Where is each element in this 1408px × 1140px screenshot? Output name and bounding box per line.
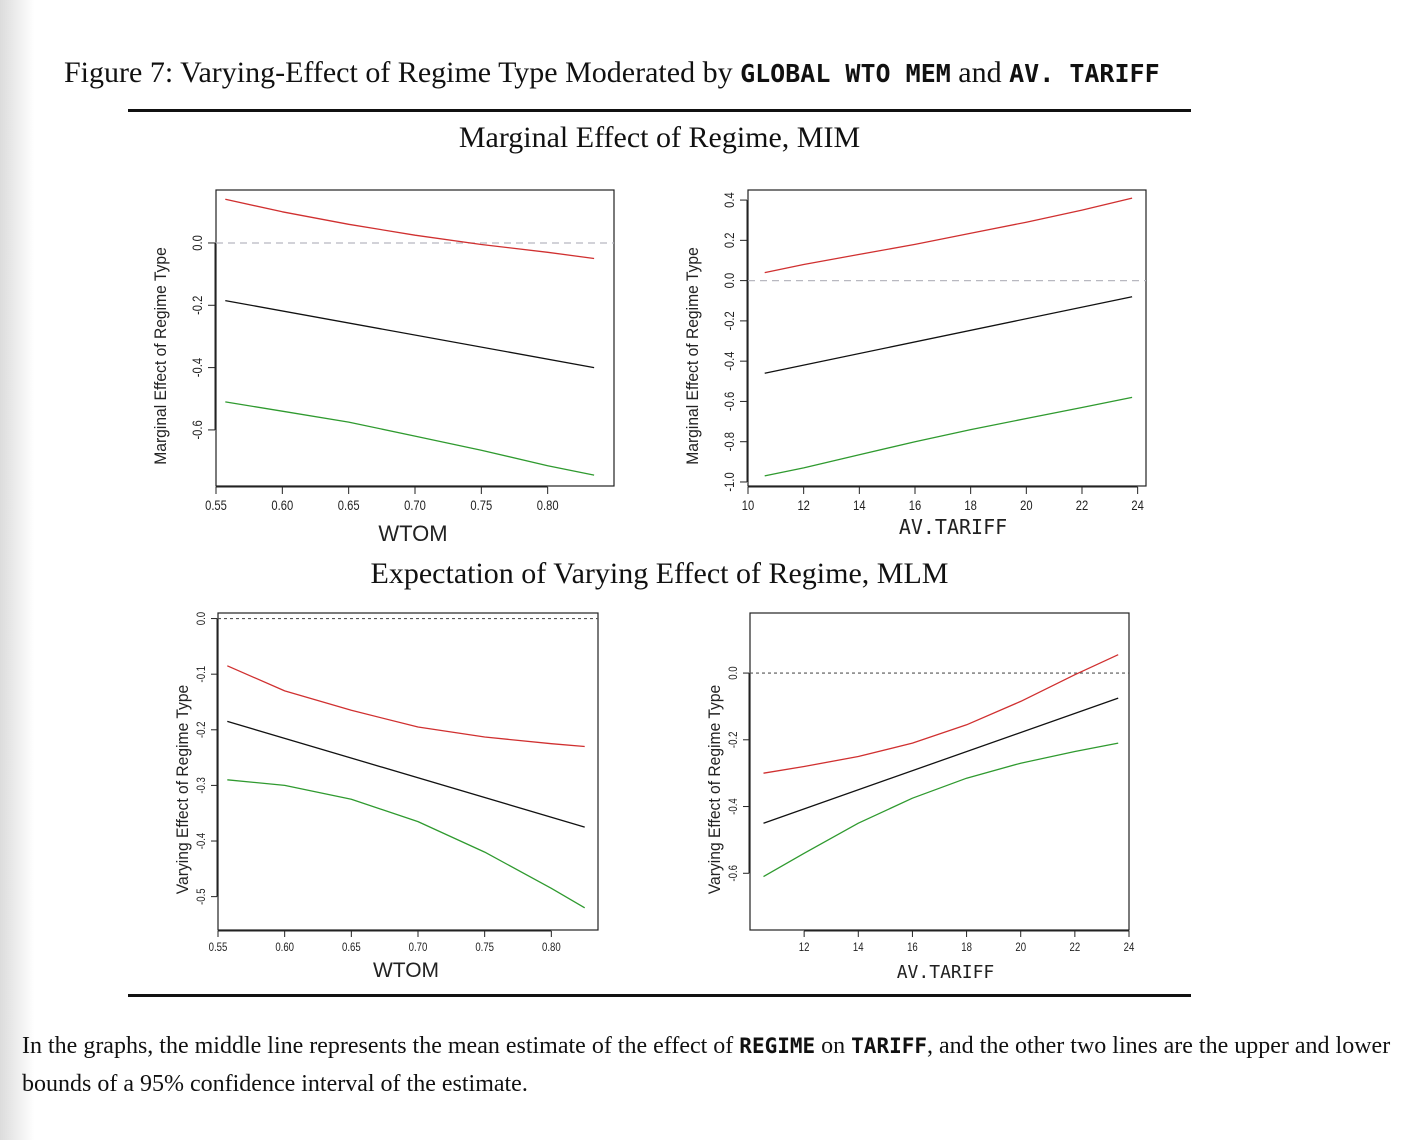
plot4-x-tick-label: 18 <box>961 941 972 954</box>
figure-plots: 0.55 0.60 0.65 0.70 0.75 0.80 -0.6 -0.4 -0.2 0.0 W… <box>151 189 1147 983</box>
plot4-lower-line <box>763 742 1119 878</box>
plot1-x-tick-label: 0.65 <box>338 498 360 513</box>
plot4-x-tick-label: 22 <box>1070 941 1081 954</box>
plot2-x-tick-label: 14 <box>853 498 865 513</box>
plot2-y-axis-label: Marginal Effect of Regime Type <box>683 247 702 465</box>
caption-variable-tariff: AV. TARIFF <box>1009 59 1160 88</box>
caption-conjunction: and <box>950 56 1010 89</box>
plot2-lower-line <box>764 396 1133 477</box>
plot1-x-tick-label: 0.55 <box>205 498 227 513</box>
plot3-y-tick-label: -0.3 <box>195 777 208 794</box>
plot4-y-axis-label: Varying Effect of Regime Type <box>705 685 724 894</box>
plot3-y-tick-label: -0.4 <box>195 833 208 850</box>
plot3-x-tick-label: 0.70 <box>409 941 428 954</box>
plot3-frame <box>217 612 599 931</box>
plot2-y-tick-label: -1.0 <box>722 472 737 491</box>
bottom-rule <box>128 994 1191 997</box>
plot4-y-tick-label: -0.2 <box>727 732 740 749</box>
plot1-y-axis-label: Marginal Effect of Regime Type <box>151 247 170 465</box>
plot2-y-tick-label: 0.0 <box>722 273 737 289</box>
plot4-x-tick-label: 14 <box>853 941 864 954</box>
plot2-x-tick-label: 20 <box>1020 498 1032 513</box>
plot3-upper-line <box>227 665 585 748</box>
plot4-x-tick-label: 24 <box>1124 941 1135 954</box>
plot3-y-tick-label: -0.1 <box>195 666 208 683</box>
plot3-x-tick-label: 0.80 <box>542 941 561 954</box>
plot4-x-tick-label: 16 <box>907 941 918 954</box>
plot1-y-tick-label: 0.0 <box>190 235 205 251</box>
caption-variable-wto: GLOBAL WTO MEM <box>740 59 951 88</box>
plot4-y-tick-label: -0.4 <box>727 798 740 815</box>
plot2-x-tick-label: 18 <box>964 498 976 513</box>
plot1-x-axis-label: WTOM <box>378 521 447 546</box>
plot3-x-tick-label: 0.75 <box>475 941 494 954</box>
plot1-frame <box>215 189 615 487</box>
plot4-x-tick-label: 12 <box>799 941 810 954</box>
page-edge-shadow <box>0 0 34 1140</box>
plot2-y-tick-label: -0.6 <box>722 392 737 411</box>
plot2-x-tick-label: 22 <box>1076 498 1088 513</box>
footnote-text: , and the other two lines are the upper … <box>22 1033 1391 1097</box>
plot2-upper-line <box>764 197 1133 274</box>
plot2-y-tick-label: 0.4 <box>722 192 737 208</box>
footnote-text: on <box>815 1033 852 1059</box>
plot1-mean-line <box>225 299 595 369</box>
plot3-x-tick-label: 0.55 <box>209 941 228 954</box>
plot2-y-tick-label: 0.2 <box>722 233 737 249</box>
plot3-y-axis-label: Varying Effect of Regime Type <box>173 685 192 894</box>
plot3-x-tick-label: 0.65 <box>342 941 361 954</box>
plot2-y-tick-label: -0.4 <box>722 352 737 371</box>
plot2-x-tick-label: 10 <box>742 498 754 513</box>
plot2-x-tick-label: 24 <box>1131 498 1143 513</box>
plot4-mean-line <box>763 697 1119 824</box>
plot3-x-axis-label: WTOM <box>373 959 439 982</box>
plot3-x-tick-label: 0.60 <box>275 941 294 954</box>
footnote-variable-regime: REGIME <box>739 1034 816 1058</box>
plot1-x-tick-label: 0.60 <box>271 498 293 513</box>
plot4-x-tick-label: 20 <box>1015 941 1026 954</box>
plot3-y-tick-label: -0.5 <box>195 888 208 905</box>
plot4-upper-line <box>763 654 1119 774</box>
plot2-mean-line <box>764 296 1133 374</box>
section-title-mlm: Expectation of Varying Effect of Regime,… <box>370 557 949 590</box>
plot1-y-tick-label: -0.2 <box>190 296 205 315</box>
plot2-y-tick-label: -0.8 <box>722 432 737 451</box>
plot1-x-tick-label: 0.80 <box>537 498 559 513</box>
section-title-mim: Marginal Effect of Regime, MIM <box>458 121 861 154</box>
plot2-x-tick-label: 16 <box>909 498 921 513</box>
plot4-x-axis-label: AV.TARIFF <box>897 962 995 983</box>
plot1-y-tick-label: -0.4 <box>190 358 205 377</box>
plot2-x-axis-label: AV.TARIFF <box>899 515 1007 539</box>
plot1-upper-line <box>225 198 595 260</box>
plot1-y-tick-label: -0.6 <box>190 420 205 439</box>
plot3-y-tick-label: -0.2 <box>195 722 208 739</box>
figure-footnote: In the graphs, the middle line represent… <box>22 1027 1392 1103</box>
caption-text: Figure 7: Varying-Effect of Regime Type … <box>64 56 741 89</box>
plot1-lower-line <box>225 401 595 476</box>
top-rule <box>128 109 1191 112</box>
figure-caption: Figure 7: Varying-Effect of Regime Type … <box>64 54 1384 93</box>
plot3-mean-line <box>227 720 585 828</box>
footnote-variable-tariff: TARIFF <box>851 1034 928 1058</box>
plot3-lower-line <box>227 779 586 909</box>
plot2-y-tick-label: -0.2 <box>722 311 737 330</box>
plot2-frame <box>747 189 1147 487</box>
plot1-x-tick-label: 0.70 <box>404 498 426 513</box>
footnote-text: In the graphs, the middle line represent… <box>22 1033 740 1059</box>
plot4-frame <box>749 612 1130 931</box>
plot3-y-tick-label: 0.0 <box>195 612 208 625</box>
plot4-y-tick-label: 0.0 <box>727 666 740 679</box>
plot1-x-tick-label: 0.75 <box>470 498 492 513</box>
plot4-y-tick-label: -0.6 <box>727 865 740 882</box>
plot2-x-tick-label: 12 <box>797 498 809 513</box>
